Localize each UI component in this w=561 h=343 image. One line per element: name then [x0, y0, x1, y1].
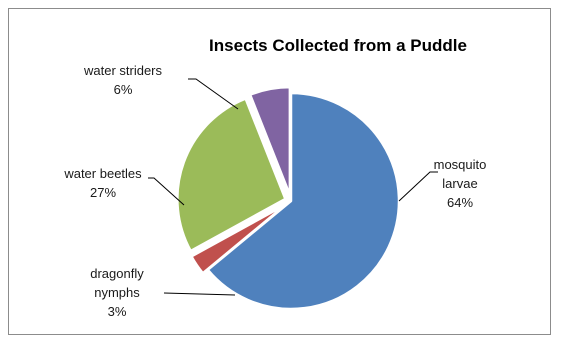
- data-label-beetles: water beetles 27%: [63, 166, 142, 200]
- category-label-mosquito: larvae: [442, 176, 477, 191]
- category-label-beetles: water beetles: [63, 166, 142, 181]
- percent-label-dragonfly: 3%: [108, 304, 127, 319]
- leader-line-mosquito: [398, 171, 438, 202]
- pie-slice-beetles: [176, 97, 287, 253]
- pie-slice-mosquito: [206, 91, 401, 311]
- data-label-dragonfly: dragonfly nymphs 3%: [90, 266, 144, 319]
- chart-title: Insects Collected from a Puddle: [209, 36, 467, 55]
- percent-label-mosquito: 64%: [447, 195, 473, 210]
- leader-line-beetles: [148, 177, 185, 206]
- leader-line-striders: [188, 78, 239, 110]
- pie-slice-dragonfly: [190, 203, 288, 275]
- data-label-mosquito: mosquito larvae 64%: [434, 157, 487, 210]
- category-label-dragonfly: dragonfly: [90, 266, 144, 281]
- percent-label-striders: 6%: [114, 82, 133, 97]
- category-label-mosquito: mosquito: [434, 157, 487, 172]
- pie-slice-striders: [248, 85, 292, 197]
- category-label-dragonfly: nymphs: [94, 285, 140, 300]
- data-label-striders: water striders 6%: [83, 63, 163, 97]
- percent-label-beetles: 27%: [90, 185, 116, 200]
- leader-line-dragonfly: [163, 292, 236, 296]
- category-label-striders: water striders: [83, 63, 163, 78]
